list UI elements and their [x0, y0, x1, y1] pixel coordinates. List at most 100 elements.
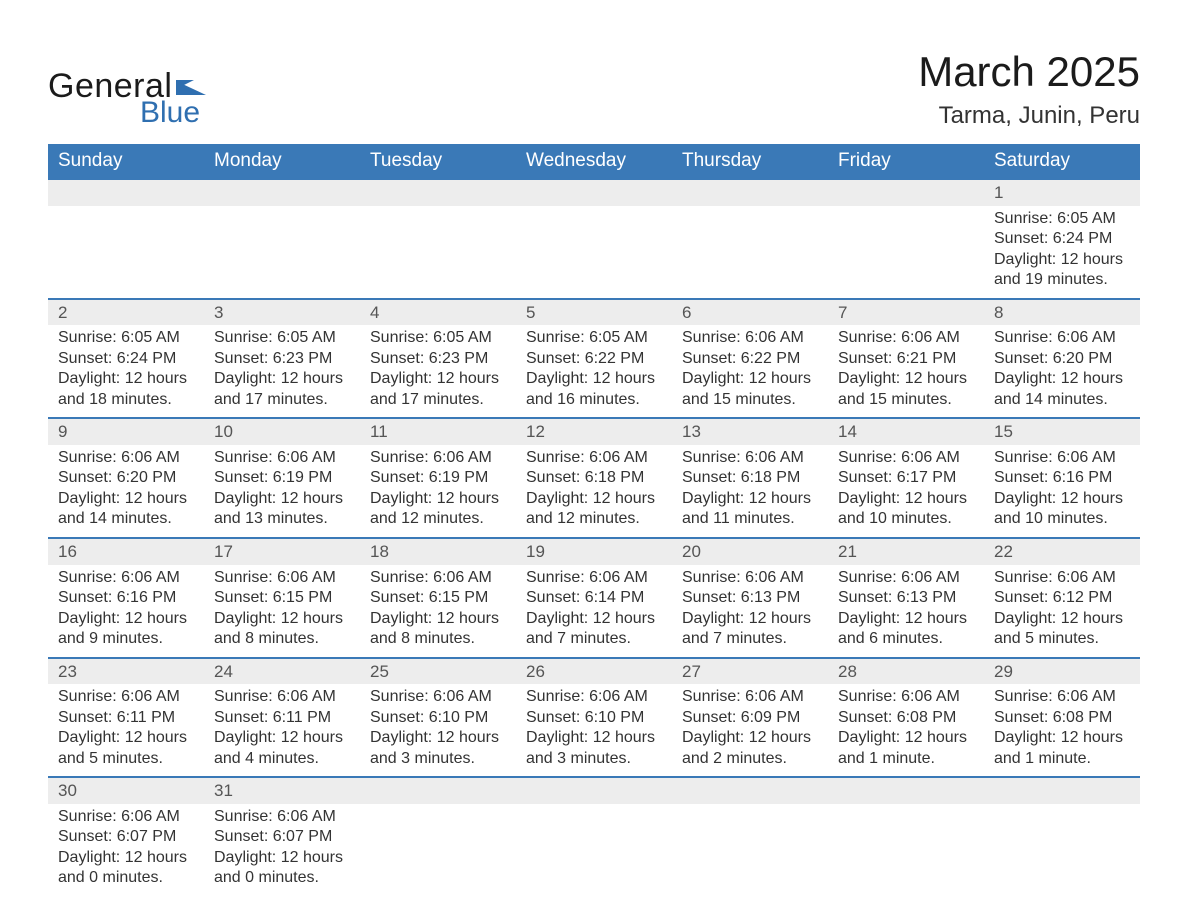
day-number: 9	[58, 422, 67, 441]
day-number: 22	[994, 542, 1013, 561]
sunset-text: Sunset: 6:18 PM	[526, 468, 662, 488]
day-number-cell: 12	[516, 418, 672, 445]
daylight-text: and 17 minutes.	[214, 390, 350, 410]
daylight-text: Daylight: 12 hours	[682, 369, 818, 389]
sunrise-text: Sunrise: 6:06 AM	[370, 687, 506, 707]
daylight-text: Daylight: 12 hours	[58, 728, 194, 748]
day-number-cell: 14	[828, 418, 984, 445]
week-daynum-row: 2345678	[48, 299, 1140, 326]
sunset-text: Sunset: 6:14 PM	[526, 588, 662, 608]
week-content-row: Sunrise: 6:06 AMSunset: 6:16 PMDaylight:…	[48, 565, 1140, 658]
day-content-cell: Sunrise: 6:06 AMSunset: 6:18 PMDaylight:…	[672, 445, 828, 538]
daylight-text: and 15 minutes.	[838, 390, 974, 410]
day-number-cell: 24	[204, 658, 360, 685]
daylight-text: and 3 minutes.	[370, 749, 506, 769]
sunrise-text: Sunrise: 6:05 AM	[526, 328, 662, 348]
day-number-cell: 7	[828, 299, 984, 326]
daylight-text: and 15 minutes.	[682, 390, 818, 410]
daylight-text: Daylight: 12 hours	[58, 489, 194, 509]
day-content-cell: Sunrise: 6:06 AMSunset: 6:18 PMDaylight:…	[516, 445, 672, 538]
week-content-row: Sunrise: 6:06 AMSunset: 6:11 PMDaylight:…	[48, 684, 1140, 777]
day-number-cell: 11	[360, 418, 516, 445]
day-number-cell	[672, 179, 828, 206]
day-header: Tuesday	[360, 144, 516, 179]
sunset-text: Sunset: 6:22 PM	[682, 349, 818, 369]
day-content-cell	[360, 206, 516, 299]
sunrise-text: Sunrise: 6:05 AM	[214, 328, 350, 348]
day-content-cell: Sunrise: 6:06 AMSunset: 6:09 PMDaylight:…	[672, 684, 828, 777]
daylight-text: and 12 minutes.	[526, 509, 662, 529]
day-number-cell: 9	[48, 418, 204, 445]
sunrise-text: Sunrise: 6:06 AM	[214, 448, 350, 468]
sunset-text: Sunset: 6:08 PM	[994, 708, 1130, 728]
day-number: 3	[214, 303, 223, 322]
day-number: 5	[526, 303, 535, 322]
day-number: 26	[526, 662, 545, 681]
day-number-cell	[360, 179, 516, 206]
sunrise-text: Sunrise: 6:06 AM	[526, 568, 662, 588]
title-block: March 2025 Tarma, Junin, Peru	[918, 48, 1140, 130]
sunset-text: Sunset: 6:13 PM	[838, 588, 974, 608]
daylight-text: and 10 minutes.	[994, 509, 1130, 529]
daylight-text: Daylight: 12 hours	[838, 489, 974, 509]
sunset-text: Sunset: 6:24 PM	[58, 349, 194, 369]
day-number-cell: 31	[204, 777, 360, 804]
day-number-cell: 19	[516, 538, 672, 565]
day-number: 29	[994, 662, 1013, 681]
day-number-cell: 5	[516, 299, 672, 326]
daylight-text: Daylight: 12 hours	[838, 728, 974, 748]
daylight-text: Daylight: 12 hours	[214, 369, 350, 389]
day-content-cell: Sunrise: 6:06 AMSunset: 6:21 PMDaylight:…	[828, 325, 984, 418]
header-bar: General Blue March 2025 Tarma, Junin, Pe…	[48, 48, 1140, 130]
daylight-text: and 16 minutes.	[526, 390, 662, 410]
day-content-cell	[672, 206, 828, 299]
sunrise-text: Sunrise: 6:06 AM	[838, 328, 974, 348]
day-number-cell	[828, 777, 984, 804]
day-number-cell	[516, 777, 672, 804]
day-number: 19	[526, 542, 545, 561]
day-number-cell: 16	[48, 538, 204, 565]
day-header: Saturday	[984, 144, 1140, 179]
daylight-text: Daylight: 12 hours	[526, 369, 662, 389]
day-content-cell: Sunrise: 6:06 AMSunset: 6:13 PMDaylight:…	[828, 565, 984, 658]
sunset-text: Sunset: 6:10 PM	[526, 708, 662, 728]
day-content-cell: Sunrise: 6:06 AMSunset: 6:07 PMDaylight:…	[48, 804, 204, 896]
sunset-text: Sunset: 6:21 PM	[838, 349, 974, 369]
day-content-cell: Sunrise: 6:06 AMSunset: 6:16 PMDaylight:…	[984, 445, 1140, 538]
day-header: Thursday	[672, 144, 828, 179]
daylight-text: and 3 minutes.	[526, 749, 662, 769]
sunrise-text: Sunrise: 6:06 AM	[370, 448, 506, 468]
daylight-text: Daylight: 12 hours	[994, 728, 1130, 748]
daylight-text: and 7 minutes.	[682, 629, 818, 649]
week-daynum-row: 1	[48, 179, 1140, 206]
day-content-cell	[672, 804, 828, 896]
sunrise-text: Sunrise: 6:06 AM	[58, 687, 194, 707]
day-number: 20	[682, 542, 701, 561]
daylight-text: Daylight: 12 hours	[682, 489, 818, 509]
sunrise-text: Sunrise: 6:06 AM	[838, 568, 974, 588]
calendar-table: SundayMondayTuesdayWednesdayThursdayFrid…	[48, 144, 1140, 896]
sunrise-text: Sunrise: 6:06 AM	[682, 328, 818, 348]
sunset-text: Sunset: 6:20 PM	[994, 349, 1130, 369]
day-number-cell: 29	[984, 658, 1140, 685]
day-number-cell	[672, 777, 828, 804]
day-number-cell: 22	[984, 538, 1140, 565]
day-content-cell: Sunrise: 6:06 AMSunset: 6:10 PMDaylight:…	[360, 684, 516, 777]
day-number: 13	[682, 422, 701, 441]
daylight-text: and 4 minutes.	[214, 749, 350, 769]
daylight-text: and 17 minutes.	[370, 390, 506, 410]
daylight-text: and 14 minutes.	[58, 509, 194, 529]
daylight-text: and 13 minutes.	[214, 509, 350, 529]
day-number: 24	[214, 662, 233, 681]
week-content-row: Sunrise: 6:06 AMSunset: 6:20 PMDaylight:…	[48, 445, 1140, 538]
location-text: Tarma, Junin, Peru	[918, 102, 1140, 130]
day-content-cell: Sunrise: 6:06 AMSunset: 6:10 PMDaylight:…	[516, 684, 672, 777]
sunrise-text: Sunrise: 6:06 AM	[682, 448, 818, 468]
day-number: 21	[838, 542, 857, 561]
day-number: 2	[58, 303, 67, 322]
daylight-text: and 6 minutes.	[838, 629, 974, 649]
sunset-text: Sunset: 6:17 PM	[838, 468, 974, 488]
daylight-text: and 1 minute.	[838, 749, 974, 769]
day-content-cell: Sunrise: 6:06 AMSunset: 6:19 PMDaylight:…	[360, 445, 516, 538]
day-number-cell	[204, 179, 360, 206]
